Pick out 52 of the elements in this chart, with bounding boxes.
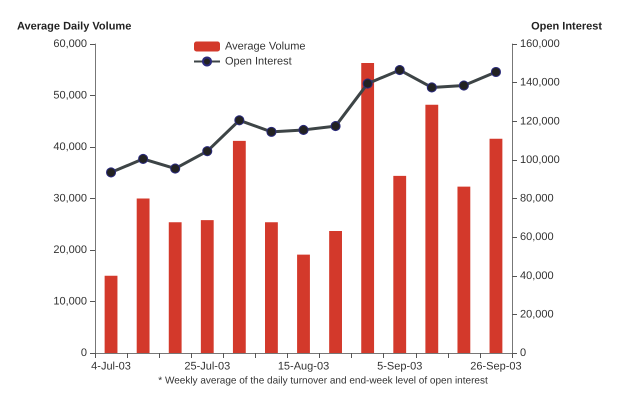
y2-tick-label: 140,000 [520,76,560,89]
y-tick-label: 10,000 [53,296,87,308]
y-axis-title: Average Daily Volume [17,20,132,32]
y-tick-label: 30,000 [53,192,87,204]
y-tick-label: 0 [80,347,87,359]
bar [329,230,342,353]
x-tick-label: 4-Jul-03 [91,360,131,372]
bar [425,104,438,353]
bar [136,198,150,353]
bar [232,140,246,353]
y2-tick-label: 80,000 [520,192,554,204]
bar [393,176,406,353]
bar [265,222,278,353]
point [298,124,308,135]
y-tick-label: 40,000 [53,141,87,153]
y2-tick-label: 120,000 [520,115,560,128]
y2-tick-label: 40,000 [520,270,554,282]
point [490,67,501,77]
bar [457,186,470,353]
legend-label: Open Interest [225,56,292,68]
point [234,115,244,126]
point [106,167,116,178]
point [266,126,276,137]
point [330,121,341,132]
x-tick-label: 25-Jul-03 [184,360,230,372]
y2-tick-label: 0 [520,347,526,359]
x-tick-label: 5-Sep-03 [377,360,422,372]
point [138,154,148,164]
point [170,164,180,174]
point [394,65,405,76]
point [426,82,437,92]
bar [200,220,214,353]
bar [361,63,374,353]
bar [490,138,502,353]
y-tick-label: 50,000 [53,90,87,102]
y-tick-label: 60,000 [53,38,87,50]
bar [297,254,310,353]
bar [104,276,118,353]
y2-tick-label: 60,000 [520,231,554,244]
x-tick-label: 15-Aug-03 [278,360,330,372]
y2-tick-label: 100,000 [520,154,560,166]
y2-tick-label: 20,000 [520,308,554,320]
point [202,146,212,156]
legend-label: Average Volume [225,40,306,52]
point [362,78,373,89]
x-tick-label: 26-Sep-03 [470,360,522,372]
y-tick-label: 20,000 [53,244,87,256]
point [458,80,469,91]
y2-tick-label: 160,000 [520,38,560,50]
bar [168,222,182,353]
y2-axis-title: Open Interest [531,20,602,32]
text: * Weekly average of the daily turnover and end-week level of open interest [158,376,488,386]
